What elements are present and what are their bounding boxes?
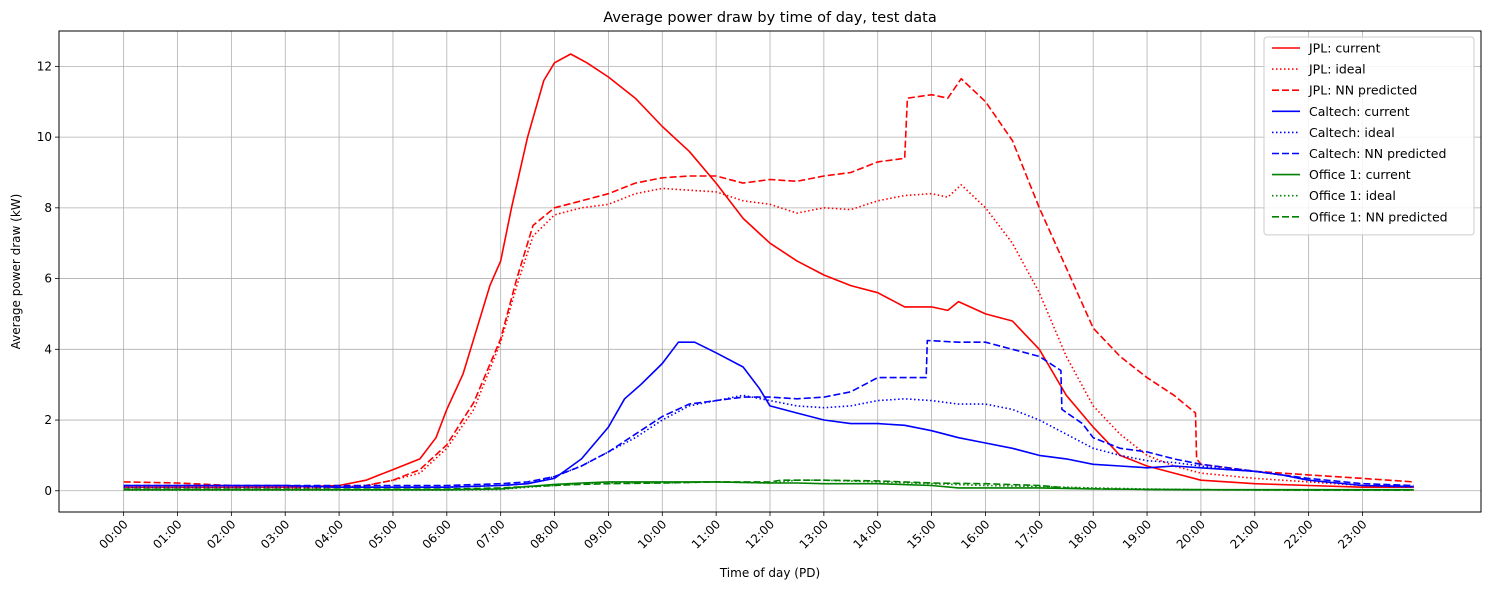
x-tick-label: 10:00	[635, 517, 669, 551]
x-tick-label: 21:00	[1228, 517, 1262, 551]
y-tick-label: 6	[44, 272, 52, 286]
series-line-2	[123, 77, 1414, 489]
legend-label: JPL: NN predicted	[1308, 83, 1417, 98]
x-tick-label: 03:00	[258, 517, 292, 551]
y-tick-label: 2	[44, 413, 52, 427]
legend: JPL: current JPL: ideal JPL: NN predicted C…	[1263, 36, 1475, 236]
x-tick-label: 11:00	[689, 517, 723, 551]
grid	[59, 31, 1481, 512]
legend-label: Caltech: NN predicted	[1309, 146, 1446, 161]
legend-box	[1263, 36, 1475, 236]
legend-label: Office 1: NN predicted	[1309, 209, 1448, 224]
legend-label: JPL: ideal	[1308, 62, 1366, 77]
y-tick-label: 8	[44, 201, 52, 215]
x-tick-label: 05:00	[366, 517, 400, 551]
series-line-4	[123, 394, 1414, 489]
x-tick-label: 13:00	[797, 517, 831, 551]
series-lines	[123, 53, 1414, 491]
x-tick-label: 23:00	[1335, 517, 1369, 551]
legend-label: Caltech: ideal	[1309, 125, 1395, 140]
x-tick-label: 01:00	[150, 517, 184, 551]
y-tick-label: 12	[37, 59, 52, 73]
x-tick-label: 12:00	[743, 517, 777, 551]
x-tick-label: 22:00	[1281, 517, 1315, 551]
y-tick-label: 0	[44, 484, 52, 498]
y-tick-label: 4	[44, 342, 52, 356]
x-tick-label: 08:00	[527, 517, 561, 551]
series-line-0	[123, 53, 1414, 489]
x-tick-label: 17:00	[1012, 517, 1046, 551]
x-tick-label: 04:00	[312, 517, 346, 551]
series-line-8	[123, 479, 1414, 491]
series-line-5	[123, 339, 1414, 487]
x-tick-label: 15:00	[904, 517, 938, 551]
x-tick-label: 02:00	[204, 517, 238, 551]
x-tick-label: 18:00	[1066, 517, 1100, 551]
series-line-3	[123, 341, 1414, 489]
x-axis-ticks: 00:00 01:00 02:00 03:00 04:00 05:00 06:00 07:00…	[96, 512, 1370, 552]
series-line-1	[123, 184, 1414, 490]
x-tick-label: 14:00	[850, 517, 884, 551]
x-axis-label: Time of day (PD)	[719, 566, 820, 580]
y-axis-label: Average power draw (kW)	[9, 194, 23, 350]
legend-label: Office 1: ideal	[1309, 188, 1396, 203]
y-tick-label: 10	[37, 130, 52, 144]
x-tick-label: 00:00	[96, 517, 130, 551]
legend-label: JPL: current	[1308, 41, 1381, 56]
chart-title: Average power draw by time of day, test …	[603, 10, 936, 26]
x-tick-label: 19:00	[1120, 517, 1154, 551]
legend-label: Office 1: current	[1309, 167, 1411, 182]
series-line-7	[123, 479, 1414, 491]
x-tick-label: 07:00	[473, 517, 507, 551]
x-tick-label: 09:00	[581, 517, 615, 551]
x-tick-label: 06:00	[420, 517, 454, 551]
x-tick-label: 20:00	[1174, 517, 1208, 551]
x-tick-label: 16:00	[958, 517, 992, 551]
y-axis-ticks: 0 2 4 6 8 10 12	[37, 59, 59, 498]
legend-label: Caltech: current	[1309, 104, 1410, 119]
